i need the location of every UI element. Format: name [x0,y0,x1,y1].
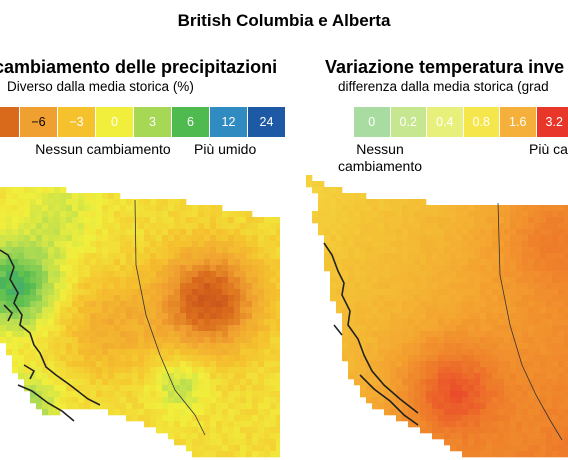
coastline [323,242,419,426]
precip-map [0,187,280,458]
temp-legend: 0 0.2 0.4 0.8 1.6 3.2 [354,107,568,137]
province-border [497,202,563,441]
map-grid [0,187,280,458]
legend-swatch: 12 [210,107,248,137]
legend-swatch: 6 [172,107,210,137]
temp-map [306,175,568,458]
main-title: British Columbia e Alberta [177,11,391,30]
legend-swatch: 0.8 [463,107,500,137]
legend-swatch: 0 [354,107,391,137]
legend-swatch: 0 [96,107,134,137]
temp-legend-warmer-label: Più ca [529,141,568,157]
legend-swatch: −3 [58,107,96,137]
legend-swatch: 1.6 [500,107,537,137]
legend-swatch: 24 [248,107,286,137]
temp-legend-no-change-label: Nessun cambiamento [337,141,423,174]
temp-panel-title: Variazione temperatura inve [325,57,565,77]
coastline [0,249,101,422]
precip-panel-subtitle: Diverso dalla media storica (%) [7,79,194,94]
province-border [134,199,206,436]
legend-swatch: 0.2 [390,107,427,137]
legend-swatch [0,107,20,137]
legend-swatch: 3 [134,107,172,137]
precip-legend: −6 −3 0 3 6 12 24 [0,107,286,137]
precip-legend-no-change-label: Nessun cambiamento [35,141,171,157]
precip-panel-title: cambiamento delle precipitazioni [0,57,278,77]
legend-swatch: 0.4 [427,107,464,137]
legend-swatch: −6 [20,107,58,137]
legend-swatch: 3.2 [536,107,568,137]
precip-legend-wetter-label: Più umido [194,141,257,157]
map-grid [306,175,568,458]
temp-panel-subtitle: differenza dalla media storica (grad [338,79,549,94]
